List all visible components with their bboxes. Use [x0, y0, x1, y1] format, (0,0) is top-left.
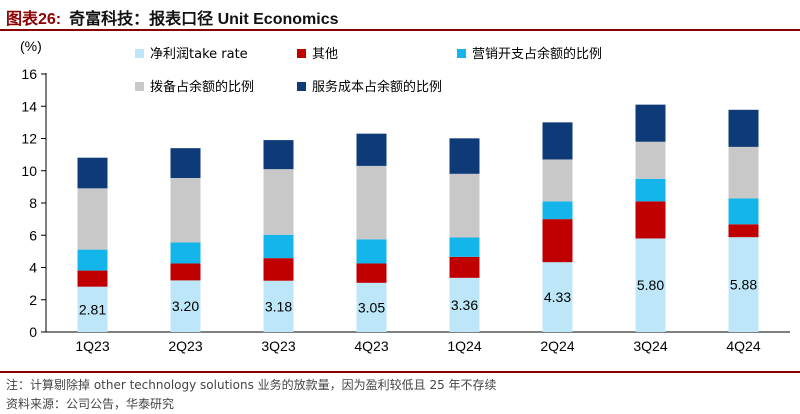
x-tick-label: 1Q23 [75, 338, 109, 354]
bar-segment-2 [77, 270, 108, 287]
legend-label-5: 服务成本占余额的比例 [312, 79, 442, 95]
x-tick-label: 4Q23 [354, 338, 388, 354]
y-tick-label: 12 [21, 131, 37, 147]
bar-segment-5 [542, 122, 573, 160]
bar-segment-5 [356, 133, 387, 166]
y-tick-label: 4 [29, 260, 37, 276]
y-tick-label: 6 [29, 227, 37, 243]
bar-segment-3 [170, 242, 201, 264]
bar-segment-4 [449, 173, 480, 238]
legend-swatch-1 [135, 49, 144, 58]
bar-segment-1 [263, 280, 294, 332]
bar-segment-5 [728, 109, 759, 147]
bar-segment-5 [635, 104, 666, 142]
y-unit-label: (%) [20, 38, 42, 54]
x-tick-label: 3Q23 [261, 338, 295, 354]
bar-segment-3 [728, 198, 759, 225]
bar-segment-2 [356, 263, 387, 283]
y-tick-label: 14 [21, 98, 37, 114]
y-tick-label: 2 [29, 292, 37, 308]
legend-label-3: 营销开支占余额的比例 [472, 46, 602, 62]
bar-segment-2 [449, 256, 480, 278]
x-tick-label: 3Q24 [633, 338, 667, 354]
bar-segment-4 [77, 188, 108, 250]
bar-segment-2 [728, 224, 759, 238]
bar-segment-1 [728, 237, 759, 332]
bar-segment-1 [635, 238, 666, 332]
page-title: 图表26: 奇富科技：报表口径 Unit Economics [6, 5, 339, 29]
x-tick-label: 4Q24 [726, 338, 760, 354]
y-tick-label: 8 [29, 195, 37, 211]
x-tick-label: 2Q24 [540, 338, 574, 354]
legend-label-2: 其他 [312, 47, 338, 62]
stacked-bar-chart: (%) 0 2 4 6 8 10 12 14 16 2.81 1Q23 3.20 2Q23 3.18 3Q23… [20, 38, 790, 354]
bar-segment-4 [728, 146, 759, 199]
bar-segment-5 [263, 140, 294, 170]
y-tick-label: 0 [29, 324, 37, 340]
bar-segment-5 [170, 148, 201, 179]
data-label: 4.33 [544, 289, 571, 305]
bar-segment-2 [635, 201, 666, 239]
data-label: 5.88 [730, 277, 757, 293]
data-label: 5.80 [637, 277, 664, 293]
data-label: 2.81 [79, 301, 106, 317]
bar-segment-5 [449, 138, 480, 174]
bar-segment-3 [635, 178, 666, 202]
figure-label: 图表26: [6, 11, 62, 28]
source-note: 资料来源：公司公告，华泰研究 [6, 397, 175, 411]
bar-segment-1 [356, 282, 387, 332]
bar-segment-3 [449, 237, 480, 257]
figure-title: 奇富科技：报表口径 Unit Economics [69, 11, 339, 28]
bar-segment-3 [77, 249, 108, 271]
footnote: 注：计算剔除掉 other technology solutions 业务的放款… [6, 378, 497, 392]
y-tick-label: 16 [21, 66, 37, 82]
x-tick-label: 2Q23 [168, 338, 202, 354]
bar-segment-4 [356, 165, 387, 240]
bar-segment-4 [635, 141, 666, 179]
bar-segment-1 [77, 286, 108, 332]
data-label: 3.20 [172, 298, 199, 314]
legend-swatch-3 [457, 49, 466, 58]
data-label: 3.36 [451, 297, 478, 313]
title-bar: 图表26: 奇富科技：报表口径 Unit Economics [0, 0, 800, 31]
x-tick-label: 1Q24 [447, 338, 481, 354]
bar-segment-4 [263, 169, 294, 235]
legend-label-4: 拨备占余额的比例 [150, 79, 254, 95]
legend-swatch-2 [297, 49, 306, 58]
bar-segment-4 [542, 159, 573, 202]
y-tick-label: 10 [21, 163, 37, 179]
legend-swatch-5 [297, 82, 306, 91]
footer: 注：计算剔除掉 other technology solutions 业务的放款… [0, 371, 800, 414]
bar-segment-1 [170, 280, 201, 332]
bar-segment-2 [170, 263, 201, 281]
bar-segment-4 [170, 178, 201, 243]
bar-segment-3 [542, 201, 573, 220]
bar-segment-2 [263, 258, 294, 281]
bar-segment-1 [542, 262, 573, 332]
bar-segment-1 [449, 277, 480, 332]
bar-segment-5 [77, 157, 108, 189]
bar-segment-3 [356, 239, 387, 264]
bar-segment-2 [542, 219, 573, 263]
bar-segment-3 [263, 234, 294, 259]
data-label: 3.18 [265, 298, 292, 314]
legend-label-1: 净利润take rate [150, 47, 248, 62]
data-label: 3.05 [358, 299, 385, 315]
legend-swatch-4 [135, 82, 144, 91]
